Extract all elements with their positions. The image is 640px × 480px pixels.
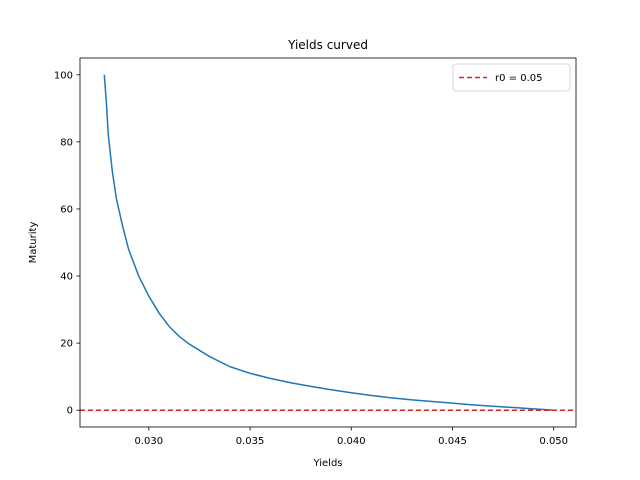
series-line-yield-curve	[103, 74, 554, 411]
plot-area	[80, 74, 576, 411]
x-tick-label: 0.030	[135, 436, 164, 447]
y-tick-label: 80	[60, 137, 73, 148]
y-axis: 0 20 40 60 80 100	[54, 70, 80, 417]
chart-title: Yields curved	[287, 38, 368, 52]
x-axis-label: Yields	[312, 458, 342, 469]
axes-frame	[79, 57, 577, 428]
x-tick-label: 0.045	[438, 436, 467, 447]
y-tick-label: 0	[67, 406, 73, 417]
y-tick-label: 40	[60, 272, 73, 283]
y-tick-label: 100	[54, 70, 73, 81]
legend-entry-r0: r0 = 0.05	[495, 73, 542, 84]
y-tick-label: 60	[60, 204, 73, 215]
legend-box	[452, 63, 571, 92]
x-tick-label: 0.050	[539, 436, 568, 447]
x-tick-label: 0.040	[337, 436, 366, 447]
y-axis-label: Maturity	[28, 222, 39, 264]
y-tick-label: 20	[60, 339, 73, 350]
legend: r0 = 0.05	[452, 63, 571, 92]
x-tick-label: 0.035	[236, 436, 265, 447]
x-axis: 0.030 0.035 0.040 0.045 0.050	[135, 427, 568, 447]
